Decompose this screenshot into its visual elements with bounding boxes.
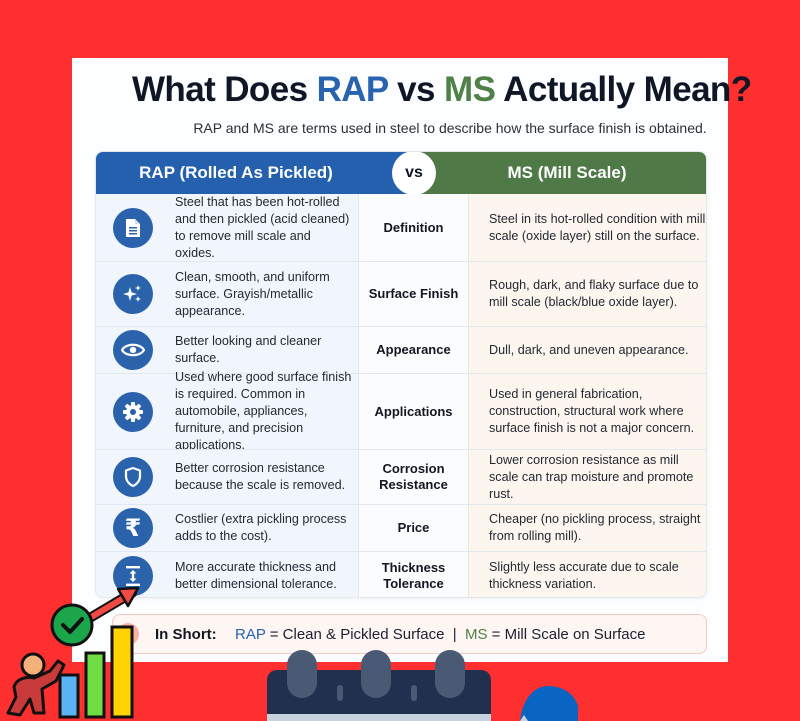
aspect-label: Thickness Tolerance bbox=[359, 552, 469, 597]
summary-rap-key: RAP bbox=[235, 625, 266, 643]
summary-rap-value: = Clean & Pickled Surface | bbox=[265, 625, 465, 643]
rap-cell: Better looking and cleaner surface. bbox=[96, 327, 359, 373]
rap-cell: Better corrosion resistance because the … bbox=[96, 450, 359, 504]
table-row: Steel that has been hot-rolled and then … bbox=[96, 194, 706, 261]
document-icon bbox=[113, 207, 153, 248]
rap-description: Used where good surface finish is requir… bbox=[175, 370, 352, 452]
aspect-label: Surface Finish bbox=[359, 262, 469, 326]
table-row: Used where good surface finish is requir… bbox=[96, 370, 706, 452]
rap-description: Better looking and cleaner surface. bbox=[175, 334, 322, 365]
ms-description: Cheaper (no pickling process, straight f… bbox=[469, 505, 706, 551]
infographic-card: What Does RAP vs MS Actually Mean? RAP a… bbox=[72, 58, 752, 662]
summary-label: In Short: bbox=[155, 625, 217, 643]
ms-description: Used in general fabrication, constructio… bbox=[469, 374, 706, 449]
ms-description: Slightly less accurate due to scale thic… bbox=[469, 552, 706, 597]
calendar-icon bbox=[267, 650, 491, 721]
rap-description: Better corrosion resistance because the … bbox=[175, 461, 346, 492]
title-part: What Does bbox=[132, 70, 317, 109]
aspect-label: Applications bbox=[359, 374, 469, 449]
ms-description: Steel in its hot-rolled condition with m… bbox=[469, 194, 706, 261]
header-rap: RAP (Rolled As Pickled) bbox=[96, 152, 416, 194]
table-row: ₹ Costlier (extra pickling process adds … bbox=[96, 504, 706, 551]
title-rap: RAP bbox=[316, 70, 389, 109]
summary-text: RAP = Clean & Pickled Surface | MS = Mil… bbox=[235, 626, 646, 643]
blue-shape-icon bbox=[520, 685, 578, 721]
rap-description: More accurate thickness and better dimen… bbox=[175, 559, 337, 591]
rap-cell: ₹ Costlier (extra pickling process adds … bbox=[96, 505, 359, 551]
table-row: Clean, smooth, and uniform surface. Gray… bbox=[96, 261, 706, 326]
rap-cell: Used where good surface finish is requir… bbox=[96, 370, 359, 452]
summary-ms-key: MS bbox=[465, 625, 488, 643]
ms-description: Rough, dark, and flaky surface due to mi… bbox=[469, 262, 706, 326]
title-part: Actually Mean? bbox=[495, 70, 752, 109]
table-row: Better corrosion resistance because the … bbox=[96, 449, 706, 504]
aspect-label: Appearance bbox=[359, 327, 469, 373]
subtitle: RAP and MS are terms used in steel to de… bbox=[193, 120, 707, 136]
rupee-icon: ₹ bbox=[113, 508, 153, 548]
title-part: vs bbox=[388, 70, 445, 109]
gear-icon bbox=[113, 391, 153, 432]
shield-icon bbox=[113, 457, 153, 497]
rap-description: Steel that has been hot-rolled and then … bbox=[175, 194, 350, 260]
page-title: What Does RAP vs MS Actually Mean? bbox=[72, 70, 752, 110]
comparison-table: RAP (Rolled As Pickled) MS (Mill Scale) … bbox=[95, 151, 707, 598]
table-row: Better looking and cleaner surface. Appe… bbox=[96, 326, 706, 373]
aspect-label: Corrosion Resistance bbox=[359, 450, 469, 504]
vs-badge: vs bbox=[392, 152, 436, 195]
table-header: RAP (Rolled As Pickled) MS (Mill Scale) … bbox=[96, 152, 706, 195]
table-row: More accurate thickness and better dimen… bbox=[96, 551, 706, 597]
header-ms: MS (Mill Scale) bbox=[416, 152, 706, 194]
rap-cell: Steel that has been hot-rolled and then … bbox=[96, 194, 359, 261]
growth-chart-illustration-icon bbox=[6, 586, 140, 719]
eye-icon bbox=[113, 330, 153, 370]
title-ms: MS bbox=[444, 70, 496, 109]
summary-ms-value: = Mill Scale on Surface bbox=[487, 625, 646, 643]
rap-description: Clean, smooth, and uniform surface. Gray… bbox=[175, 269, 330, 318]
ms-description: Lower corrosion resistance as mill scale… bbox=[469, 450, 706, 504]
aspect-label: Definition bbox=[359, 194, 469, 261]
sparkle-icon bbox=[113, 274, 153, 314]
rap-description: Costlier (extra pickling process adds to… bbox=[175, 512, 347, 543]
ms-description: Dull, dark, and uneven appearance. bbox=[469, 327, 706, 373]
aspect-label: Price bbox=[359, 505, 469, 551]
rap-cell: Clean, smooth, and uniform surface. Gray… bbox=[96, 262, 359, 326]
summary-bar: In Short: RAP = Clean & Pickled Surface … bbox=[112, 614, 707, 654]
